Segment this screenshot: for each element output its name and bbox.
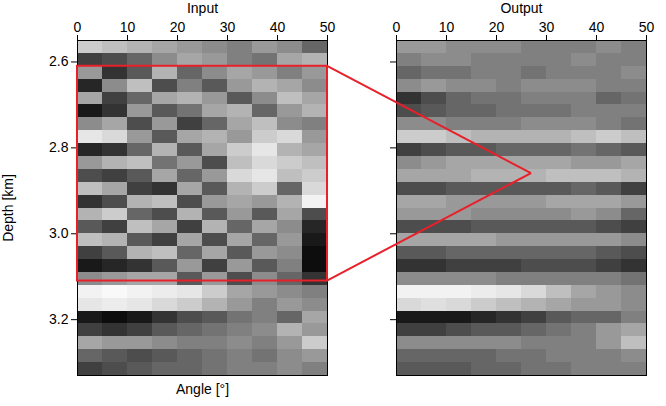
svg-text:Angle [°]: Angle [°] — [176, 381, 229, 397]
svg-text:3.2: 3.2 — [49, 311, 69, 327]
svg-text:Input: Input — [187, 0, 218, 16]
svg-text:30: 30 — [220, 19, 236, 35]
svg-text:20: 20 — [170, 19, 186, 35]
svg-text:50: 50 — [639, 19, 655, 35]
svg-text:30: 30 — [539, 19, 555, 35]
svg-text:0: 0 — [393, 19, 401, 35]
svg-text:Output: Output — [500, 0, 542, 16]
svg-text:0: 0 — [74, 19, 82, 35]
svg-text:40: 40 — [270, 19, 286, 35]
svg-text:20: 20 — [489, 19, 505, 35]
svg-text:Depth [km]: Depth [km] — [0, 174, 16, 242]
svg-text:2.6: 2.6 — [49, 53, 69, 69]
svg-text:10: 10 — [120, 19, 136, 35]
svg-text:40: 40 — [589, 19, 605, 35]
svg-text:10: 10 — [439, 19, 455, 35]
svg-text:3.0: 3.0 — [49, 225, 69, 241]
svg-text:2.8: 2.8 — [49, 139, 69, 155]
svg-text:50: 50 — [320, 19, 336, 35]
